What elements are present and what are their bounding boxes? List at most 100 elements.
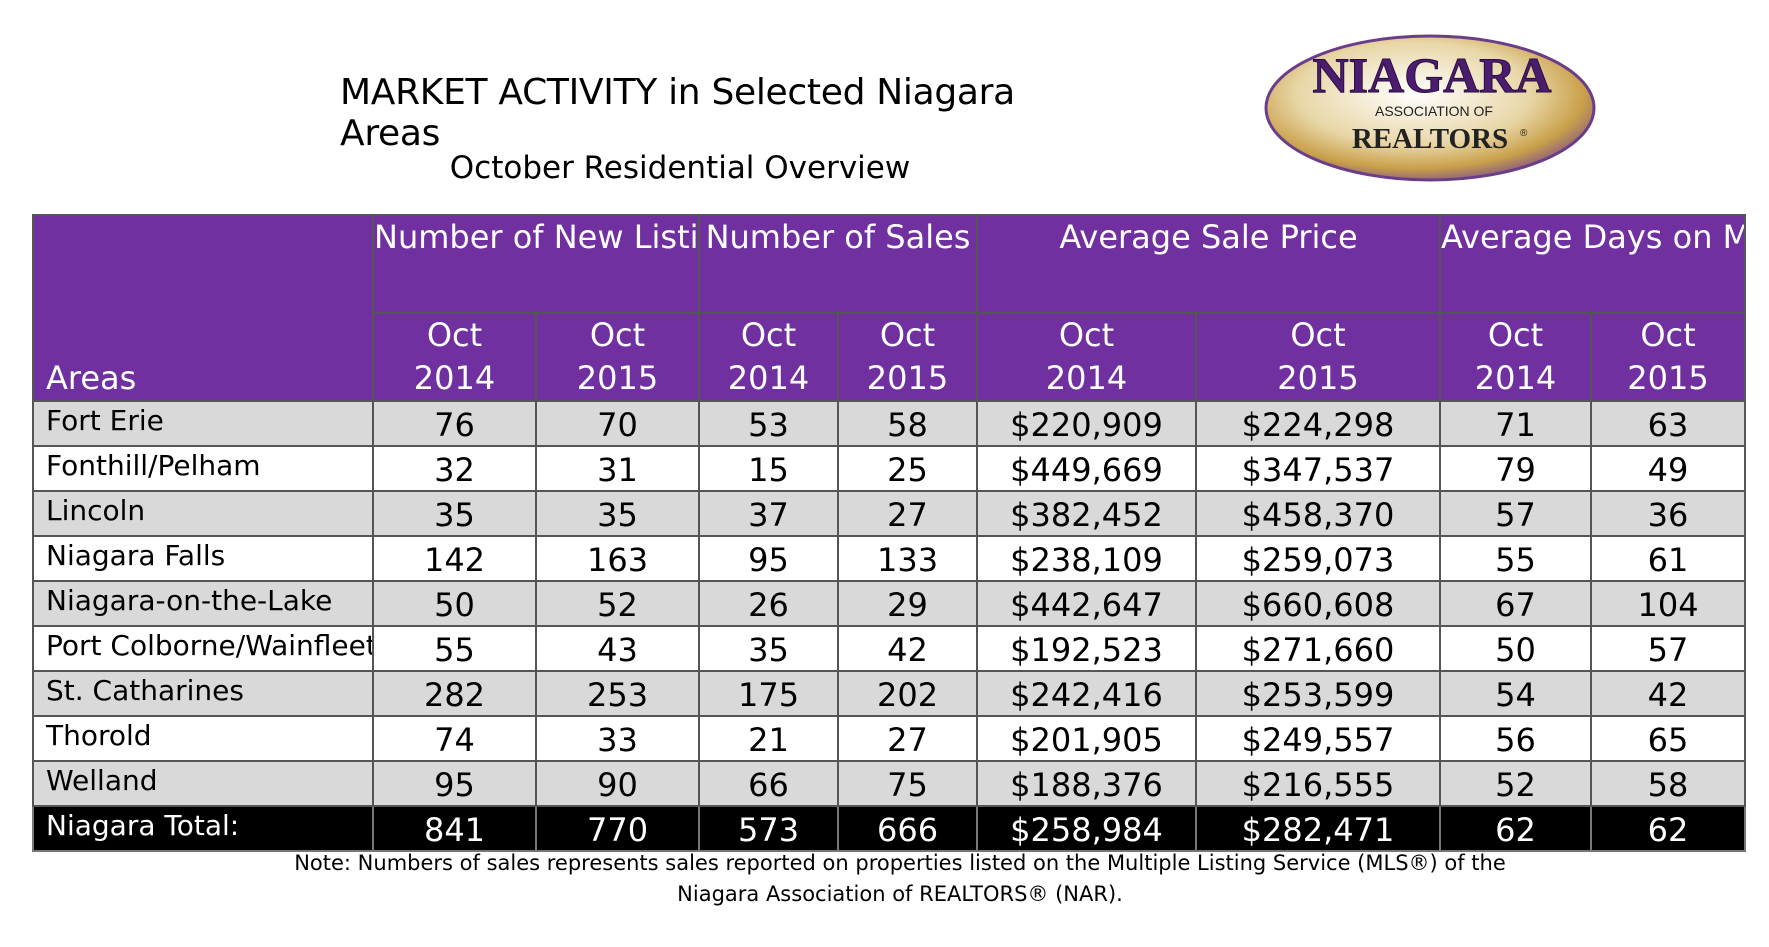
cell: 27 [837,490,979,537]
cell: $224,298 [1195,400,1442,447]
areas-header: Areas [32,313,374,402]
cell: $249,557 [1195,715,1442,762]
cell: 57 [1590,625,1747,672]
cell: 50 [372,580,537,627]
table-row: Fonthill/Pelham 32 31 15 25 $449,669 $34… [32,445,1747,492]
cell: $442,647 [976,580,1198,627]
area-name: Welland [32,760,374,807]
total-label: Niagara Total: [32,805,374,852]
area-name: Lincoln [32,490,374,537]
cell: 104 [1590,580,1747,627]
group-header-row: Number of New Listings Number of Sales A… [32,214,1747,314]
cell: 37 [698,490,840,537]
area-name: Thorold [32,715,374,762]
cell: 253 [534,670,701,717]
cell: 32 [372,445,537,492]
table-row: Thorold 74 33 21 27 $201,905 $249,557 56… [32,715,1747,762]
cell: $220,909 [976,400,1198,447]
cell: $259,073 [1195,535,1442,582]
cell: 52 [534,580,701,627]
cell: 52 [1439,760,1593,807]
total-cell: $258,984 [976,805,1198,852]
table-body: Fort Erie 76 70 53 58 $220,909 $224,298 … [32,400,1747,852]
group-days-on-market: Average Days on Market [1439,214,1747,314]
market-activity-table: Number of New Listings Number of Sales A… [32,214,1747,852]
cell: 29 [837,580,979,627]
cell: 75 [837,760,979,807]
corner-cell [32,214,374,313]
year-header-row: Areas Oct 2014 Oct 2015 Oct 2014 Oct 2015 Oc… [32,312,1747,402]
group-new-listings: Number of New Listings [371,214,701,314]
cell: $382,452 [976,490,1198,537]
cell: 65 [1590,715,1747,762]
cell: 35 [534,490,701,537]
cell: 53 [698,400,840,447]
cell: 55 [1439,535,1593,582]
area-name: Fort Erie [32,400,374,447]
area-name: Niagara-on-the-Lake [32,580,374,627]
cell: $238,109 [976,535,1198,582]
year-header: Oct 2014 [976,312,1198,402]
cell: 27 [837,715,979,762]
cell: 66 [698,760,840,807]
cell: 36 [1590,490,1747,537]
cell: 74 [372,715,537,762]
cell: 71 [1439,400,1593,447]
cell: 56 [1439,715,1593,762]
year-header: Oct 2015 [1195,312,1442,402]
cell: 43 [534,625,701,672]
cell: 33 [534,715,701,762]
group-avg-price: Average Sale Price [976,214,1442,314]
total-cell: 573 [698,805,840,852]
logo-mark: ® [1520,128,1528,139]
group-sales: Number of Sales [698,214,979,314]
cell: 35 [698,625,840,672]
table-row: Fort Erie 76 70 53 58 $220,909 $224,298 … [32,400,1747,447]
total-cell: 666 [837,805,979,852]
cell: 58 [837,400,979,447]
cell: 55 [372,625,537,672]
cell: 21 [698,715,840,762]
cell: 63 [1590,400,1747,447]
cell: 57 [1439,490,1593,537]
table-row: Welland 95 90 66 75 $188,376 $216,555 52… [32,760,1747,807]
area-name: Fonthill/Pelham [32,445,374,492]
cell: 50 [1439,625,1593,672]
page-title: MARKET ACTIVITY in Selected Niagara Area… [340,72,1015,154]
cell: $347,537 [1195,445,1442,492]
cell: 54 [1439,670,1593,717]
area-name: St. Catharines [32,670,374,717]
cell: 70 [534,400,701,447]
cell: $242,416 [976,670,1198,717]
cell: 58 [1590,760,1747,807]
total-cell: 62 [1439,805,1593,852]
cell: $271,660 [1195,625,1442,672]
cell: 202 [837,670,979,717]
cell: 42 [1590,670,1747,717]
cell: $660,608 [1195,580,1442,627]
cell: 79 [1439,445,1593,492]
year-header: Oct 2014 [1439,312,1593,402]
total-row: Niagara Total: 841 770 573 666 $258,984 … [32,805,1747,852]
cell: 90 [534,760,701,807]
area-name: Niagara Falls [32,535,374,582]
footnote: Note: Numbers of sales represents sales … [200,848,1600,910]
cell: $458,370 [1195,490,1442,537]
total-cell: 770 [534,805,701,852]
year-header: Oct 2014 [698,312,840,402]
cell: 15 [698,445,840,492]
year-header: Oct 2015 [1590,312,1747,402]
table-row: Niagara Falls 142 163 95 133 $238,109 $2… [32,535,1747,582]
area-name: Port Colborne/Wainfleet [32,625,374,672]
logo-word: NIAGARA [1313,47,1552,103]
year-header: Oct 2014 [372,312,537,402]
total-cell: 841 [372,805,537,852]
cell: 133 [837,535,979,582]
logo-line3: REALTORS [1352,123,1508,155]
page-subtitle: October Residential Overview [449,150,911,186]
cell: $216,555 [1195,760,1442,807]
cell: $449,669 [976,445,1198,492]
cell: 61 [1590,535,1747,582]
cell: 95 [698,535,840,582]
cell: 31 [534,445,701,492]
